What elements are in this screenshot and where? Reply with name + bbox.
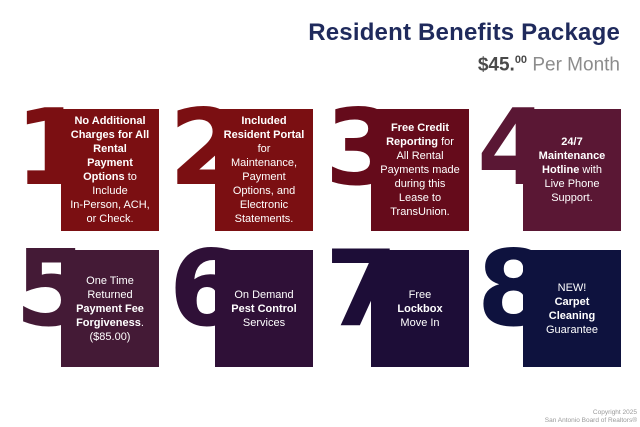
benefit-card-5: 5 One Time Returned Payment Fee Forgiven… (15, 237, 159, 367)
copyright-notice: Copyright 2025 San Antonio Board of Real… (545, 409, 637, 425)
benefit-card-8: 8 NEW! Carpet Cleaning Guarantee (477, 237, 621, 367)
benefit-text-2: Included Resident Portal for Maintenance… (223, 115, 305, 225)
benefit-box-2: Included Resident Portal for Maintenance… (215, 109, 313, 231)
benefit-card-7: 7 Free Lockbox Move In (325, 237, 469, 367)
benefit-box-5: One Time Returned Payment Fee Forgivenes… (61, 250, 159, 367)
benefit-box-8: NEW! Carpet Cleaning Guarantee (523, 250, 621, 367)
price-line: $45.00 Per Month (308, 48, 620, 77)
benefit-box-6: On Demand Pest Control Services (215, 250, 313, 367)
benefit-card-4: 4 24/7 Maintenance Hotline with Live Pho… (477, 96, 621, 231)
benefit-box-3: Free Credit Reporting for All Rental Pay… (371, 109, 469, 231)
price-cents: 00 (514, 54, 528, 66)
benefit-text-1: No Additional Charges for All Rental Pay… (70, 115, 150, 225)
benefit-box-4: 24/7 Maintenance Hotline with Live Phone… (523, 109, 621, 231)
copyright-line-1: Copyright 2025 (592, 409, 637, 416)
page-title: Resident Benefits Package (308, 19, 620, 46)
benefit-text-6: On Demand Pest Control Services (231, 288, 297, 329)
benefit-card-3: 3 Free Credit Reporting for All Rental P… (325, 96, 469, 231)
benefit-text-8: NEW! Carpet Cleaning Guarantee (546, 281, 598, 336)
benefit-box-7: Free Lockbox Move In (371, 250, 469, 367)
copyright-line-2: San Antonio Board of Realtors® (544, 417, 637, 424)
benefit-text-7: Free Lockbox Move In (397, 288, 443, 329)
benefit-text-4: 24/7 Maintenance Hotline with Live Phone… (538, 136, 606, 204)
benefit-text-5: One Time Returned Payment Fee Forgivenes… (76, 274, 144, 343)
flyer-header: Resident Benefits Package $45.00 Per Mon… (308, 20, 620, 77)
price-period: Per Month (527, 54, 620, 76)
benefit-text-3: Free Credit Reporting for All Rental Pay… (380, 122, 460, 218)
benefit-card-2: 2 Included Resident Portal for Maintenan… (169, 96, 313, 231)
benefit-box-1: No Additional Charges for All Rental Pay… (61, 109, 159, 231)
benefit-card-6: 6 On Demand Pest Control Services (169, 237, 313, 367)
benefit-card-1: 1 No Additional Charges for All Rental P… (15, 96, 159, 231)
price-amount: $45. (477, 54, 515, 76)
